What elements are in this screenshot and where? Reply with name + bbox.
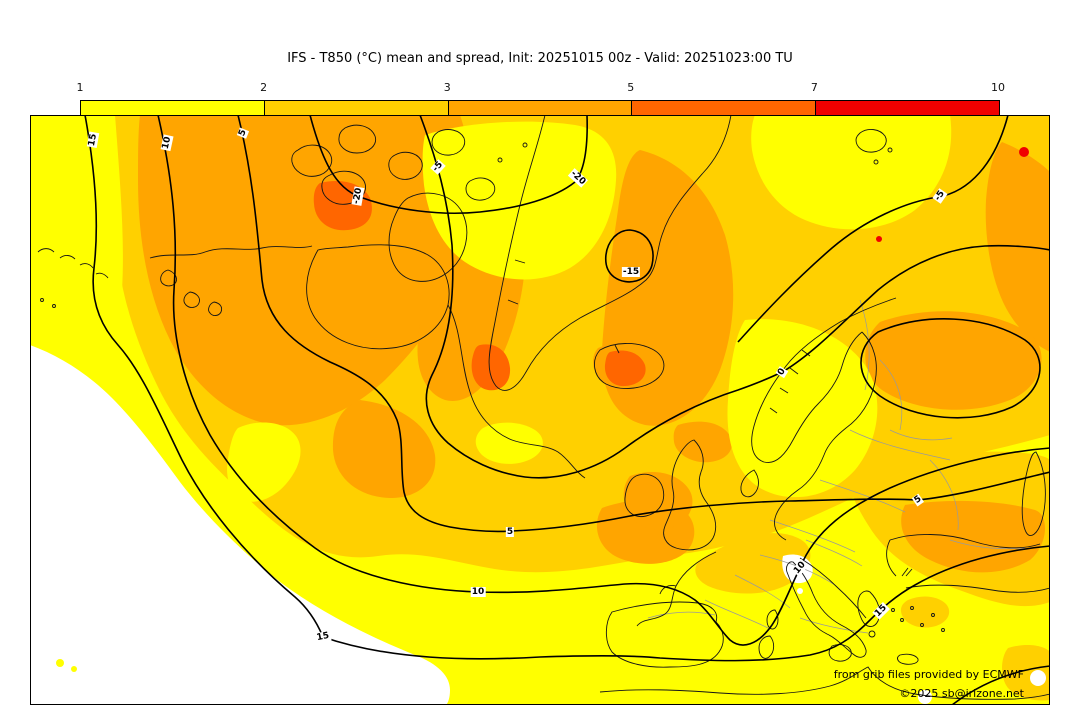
map-canvas xyxy=(30,115,1050,705)
attribution-copyright: ©2025 sb@irizone.net xyxy=(899,687,1024,700)
colorbar-tick: 7 xyxy=(810,81,818,94)
colorbar-tick: 10 xyxy=(991,81,1005,94)
contour-label: -15 xyxy=(621,267,641,277)
spread-3-5-regions xyxy=(138,115,1050,573)
attribution: from grib files provided by ECMWF ©2025 … xyxy=(834,665,1024,703)
colorbar-tick: 1 xyxy=(76,81,84,94)
attribution-source: from grib files provided by ECMWF xyxy=(833,668,1024,681)
colorbar-tick: 2 xyxy=(260,81,268,94)
colorbar-tick: 3 xyxy=(443,81,451,94)
contour-label: 5 xyxy=(505,527,515,537)
coastlines xyxy=(37,115,1050,700)
map-frame xyxy=(30,115,1050,705)
weather-map: 15 10 5 -20 -5 -20 -15 -5 0 5 5 10 15 10 15 from grib … xyxy=(30,115,1050,705)
temperature-contours xyxy=(84,115,1050,705)
colorbar: 1 2 3 5 7 10 xyxy=(77,81,1005,124)
page-title: IFS - T850 (°C) mean and spread, Init: 2… xyxy=(287,51,793,66)
spread-7-10-regions xyxy=(876,147,1029,242)
contour-label: 10 xyxy=(470,587,486,597)
colorbar-tick: 5 xyxy=(627,81,635,94)
spread-1-2-holes xyxy=(30,115,952,502)
